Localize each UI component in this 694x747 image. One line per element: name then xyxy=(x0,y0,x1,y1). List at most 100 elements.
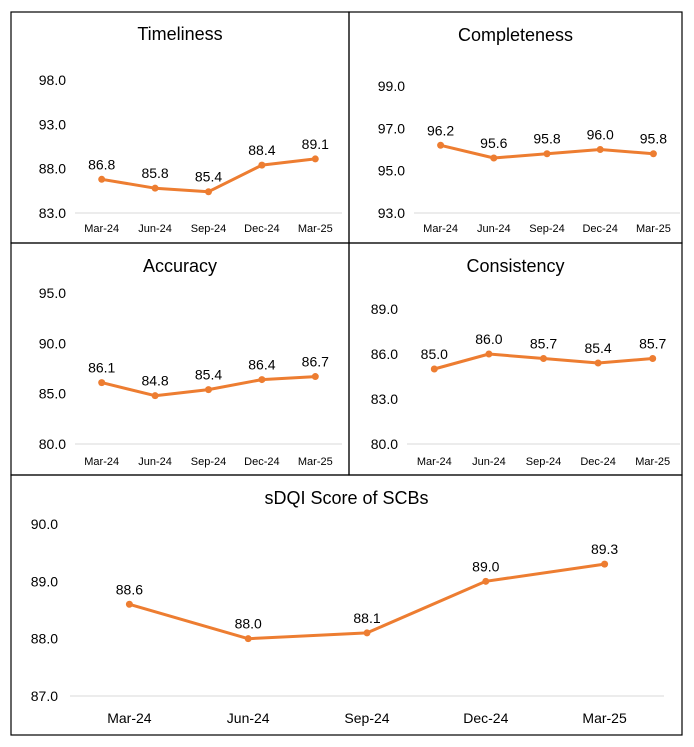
panel-title: Consistency xyxy=(466,256,564,276)
x-tick-label: Sep-24 xyxy=(191,223,226,235)
data-label: 89.3 xyxy=(591,541,618,557)
y-tick-label: 99.0 xyxy=(378,78,405,94)
x-tick-label: Mar-25 xyxy=(298,223,333,235)
x-tick-label: Dec-24 xyxy=(244,223,279,235)
data-point xyxy=(437,141,445,149)
x-tick-label: Sep-24 xyxy=(526,456,561,468)
x-tick-label: Mar-24 xyxy=(423,223,458,235)
y-tick-label: 88.0 xyxy=(31,631,58,647)
x-tick-label: Dec-24 xyxy=(463,710,508,726)
data-point xyxy=(482,577,490,585)
data-label: 85.4 xyxy=(195,367,222,383)
x-tick-label: Jun-24 xyxy=(472,456,506,468)
x-tick-label: Jun-24 xyxy=(138,223,172,235)
y-tick-label: 89.0 xyxy=(31,573,58,589)
data-label: 88.1 xyxy=(353,610,380,626)
y-tick-label: 93.0 xyxy=(378,205,405,221)
x-tick-label: Mar-25 xyxy=(636,223,671,235)
data-label: 86.1 xyxy=(88,360,115,376)
panel-timeliness: Timeliness 98.0 93.0 88.0 83.0 Mar-24 Jun-24 Se… xyxy=(10,11,350,244)
x-tick-label: Mar-24 xyxy=(84,456,119,468)
panel-title: sDQI Score of SCBs xyxy=(264,488,428,508)
panel-sdqi: sDQI Score of SCBs 90.0 89.0 88.0 87.0 Mar-24… xyxy=(10,474,683,736)
data-label: 86.4 xyxy=(248,357,275,373)
data-point xyxy=(151,392,159,400)
y-tick-label: 86.0 xyxy=(371,346,398,362)
data-point xyxy=(363,629,371,637)
data-label: 85.7 xyxy=(639,336,666,352)
data-point xyxy=(311,155,319,163)
data-label: 86.8 xyxy=(88,156,115,172)
panel-title: Completeness xyxy=(458,25,573,45)
data-label: 96.2 xyxy=(427,122,454,138)
data-label: 88.0 xyxy=(235,616,262,632)
data-label: 85.7 xyxy=(530,336,557,352)
x-tick-label: Jun-24 xyxy=(227,710,270,726)
x-tick-label: Jun-24 xyxy=(477,223,511,235)
data-label: 86.0 xyxy=(475,331,502,347)
data-label: 86.7 xyxy=(302,354,329,370)
data-label: 88.6 xyxy=(116,581,143,597)
y-tick-label: 97.0 xyxy=(378,120,405,136)
data-label: 85.8 xyxy=(141,165,168,181)
y-tick-label: 88.0 xyxy=(39,161,66,177)
data-label: 95.8 xyxy=(533,131,560,147)
y-tick-label: 90.0 xyxy=(39,335,66,351)
data-point xyxy=(430,365,438,373)
data-point xyxy=(601,560,609,568)
data-point xyxy=(543,150,551,158)
x-tick-label: Dec-24 xyxy=(244,456,279,468)
data-label: 89.1 xyxy=(302,136,329,152)
data-point xyxy=(490,154,498,162)
y-tick-label: 80.0 xyxy=(371,436,398,452)
data-point xyxy=(540,355,547,362)
x-tick-label: Mar-25 xyxy=(298,456,333,468)
y-tick-label: 85.0 xyxy=(39,386,66,402)
x-tick-label: Mar-25 xyxy=(582,710,627,726)
data-point xyxy=(258,161,266,169)
series-line xyxy=(127,562,607,641)
data-point xyxy=(205,188,212,196)
y-tick-label: 80.0 xyxy=(39,436,66,452)
x-tick-label: Mar-24 xyxy=(417,456,452,468)
y-tick-label: 87.0 xyxy=(31,688,58,704)
data-label: 95.8 xyxy=(640,131,667,147)
data-point xyxy=(649,150,657,158)
data-point xyxy=(649,355,657,362)
data-point xyxy=(258,376,266,384)
y-tick-label: 83.0 xyxy=(371,391,398,407)
data-label: 84.8 xyxy=(141,373,168,389)
y-tick-label: 95.0 xyxy=(39,285,66,301)
panel-completeness: Completeness 99.0 97.0 95.0 93.0 Mar-24 Jun-24… xyxy=(348,11,683,244)
x-tick-label: Jun-24 xyxy=(138,456,172,468)
data-label: 85.4 xyxy=(584,340,611,356)
x-tick-label: Sep-24 xyxy=(344,710,389,726)
data-point xyxy=(485,350,493,358)
data-point xyxy=(244,635,252,643)
data-point xyxy=(98,379,106,387)
data-label: 95.6 xyxy=(480,135,507,151)
x-tick-label: Sep-24 xyxy=(529,223,564,235)
x-tick-label: Dec-24 xyxy=(582,223,617,235)
data-point xyxy=(205,386,212,394)
data-point xyxy=(151,184,159,192)
panel-accuracy: Accuracy 95.0 90.0 85.0 80.0 Mar-24 Jun-24 Sep-… xyxy=(10,242,350,476)
data-point xyxy=(98,175,106,183)
y-tick-label: 90.0 xyxy=(31,516,58,532)
data-label: 96.0 xyxy=(587,127,614,143)
y-tick-label: 93.0 xyxy=(39,116,66,132)
x-tick-label: Mar-25 xyxy=(635,456,670,468)
panel-title: Timeliness xyxy=(137,24,222,44)
x-tick-label: Dec-24 xyxy=(580,456,615,468)
y-tick-label: 89.0 xyxy=(371,301,398,317)
data-point xyxy=(125,600,133,608)
y-tick-label: 83.0 xyxy=(39,205,66,221)
y-tick-label: 98.0 xyxy=(39,72,66,88)
data-point xyxy=(596,146,604,153)
panel-border xyxy=(10,474,683,736)
data-label: 88.4 xyxy=(248,142,275,158)
x-tick-label: Sep-24 xyxy=(191,456,226,468)
data-label: 89.0 xyxy=(472,558,499,574)
data-label: 85.0 xyxy=(421,346,448,362)
